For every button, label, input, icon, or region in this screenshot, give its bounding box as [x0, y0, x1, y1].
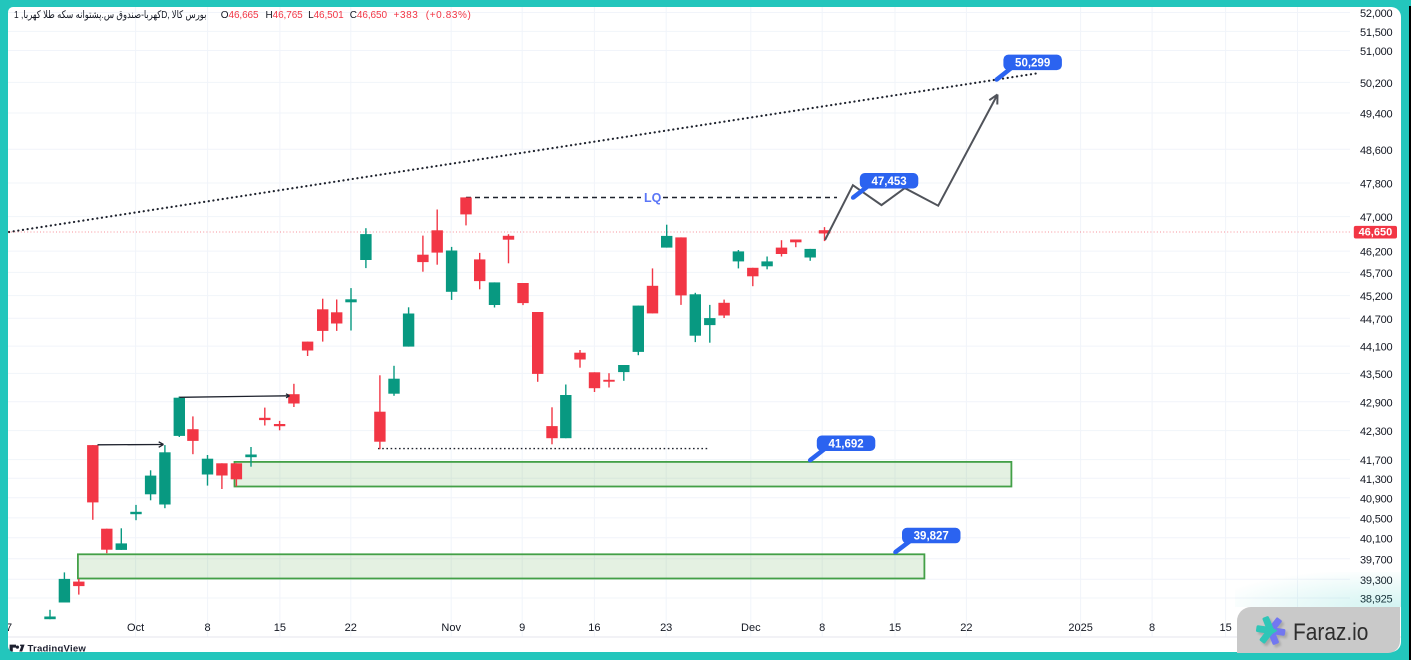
svg-text:15: 15 — [1219, 622, 1231, 634]
svg-text:8: 8 — [819, 622, 825, 634]
svg-text:2025: 2025 — [1068, 622, 1092, 634]
svg-text:47,000: 47,000 — [1360, 212, 1393, 224]
svg-text:47,800: 47,800 — [1360, 179, 1393, 191]
svg-text:8: 8 — [205, 622, 211, 634]
svg-text:43,500: 43,500 — [1360, 369, 1393, 381]
svg-text:22: 22 — [960, 622, 972, 634]
svg-text:49,400: 49,400 — [1360, 109, 1393, 121]
svg-text:51,000: 51,000 — [1360, 46, 1393, 58]
svg-text:16: 16 — [588, 622, 600, 634]
svg-text:50,200: 50,200 — [1360, 78, 1393, 90]
svg-text:Nov: Nov — [441, 622, 461, 634]
svg-text:41,700: 41,700 — [1360, 455, 1393, 467]
svg-text:Dec: Dec — [741, 622, 761, 634]
svg-text:9: 9 — [519, 622, 525, 634]
svg-text:LQ: LQ — [644, 191, 662, 205]
svg-text:44,700: 44,700 — [1360, 314, 1393, 326]
svg-text:48,600: 48,600 — [1360, 145, 1393, 157]
svg-text:40,900: 40,900 — [1360, 493, 1393, 505]
svg-text:40,100: 40,100 — [1360, 533, 1393, 545]
svg-text:39,700: 39,700 — [1360, 554, 1393, 566]
svg-text:TradingView: TradingView — [28, 644, 87, 652]
svg-text:39,827: 39,827 — [914, 531, 949, 543]
svg-text:50,299: 50,299 — [1015, 57, 1050, 69]
svg-text:47,453: 47,453 — [871, 176, 906, 188]
svg-text:15: 15 — [274, 622, 286, 634]
svg-text:23: 23 — [660, 622, 672, 634]
svg-text:40,500: 40,500 — [1360, 514, 1393, 526]
svg-text:41,692: 41,692 — [828, 438, 863, 450]
svg-text:44,100: 44,100 — [1360, 342, 1393, 354]
svg-text:45,700: 45,700 — [1360, 268, 1393, 280]
svg-text:22: 22 — [345, 622, 357, 634]
svg-text:52,000: 52,000 — [1360, 8, 1393, 20]
svg-text:8: 8 — [1149, 622, 1155, 634]
svg-text:46,200: 46,200 — [1360, 247, 1393, 259]
svg-text:Oct: Oct — [127, 622, 144, 634]
svg-text:15: 15 — [889, 622, 901, 634]
svg-text:45,200: 45,200 — [1360, 291, 1393, 303]
svg-text:46,650: 46,650 — [1359, 227, 1393, 239]
svg-text:42,300: 42,300 — [1360, 426, 1393, 438]
svg-text:51,500: 51,500 — [1360, 27, 1393, 39]
svg-text:7: 7 — [8, 622, 12, 634]
svg-text:42,900: 42,900 — [1360, 397, 1393, 409]
svg-text:41,300: 41,300 — [1360, 474, 1393, 486]
